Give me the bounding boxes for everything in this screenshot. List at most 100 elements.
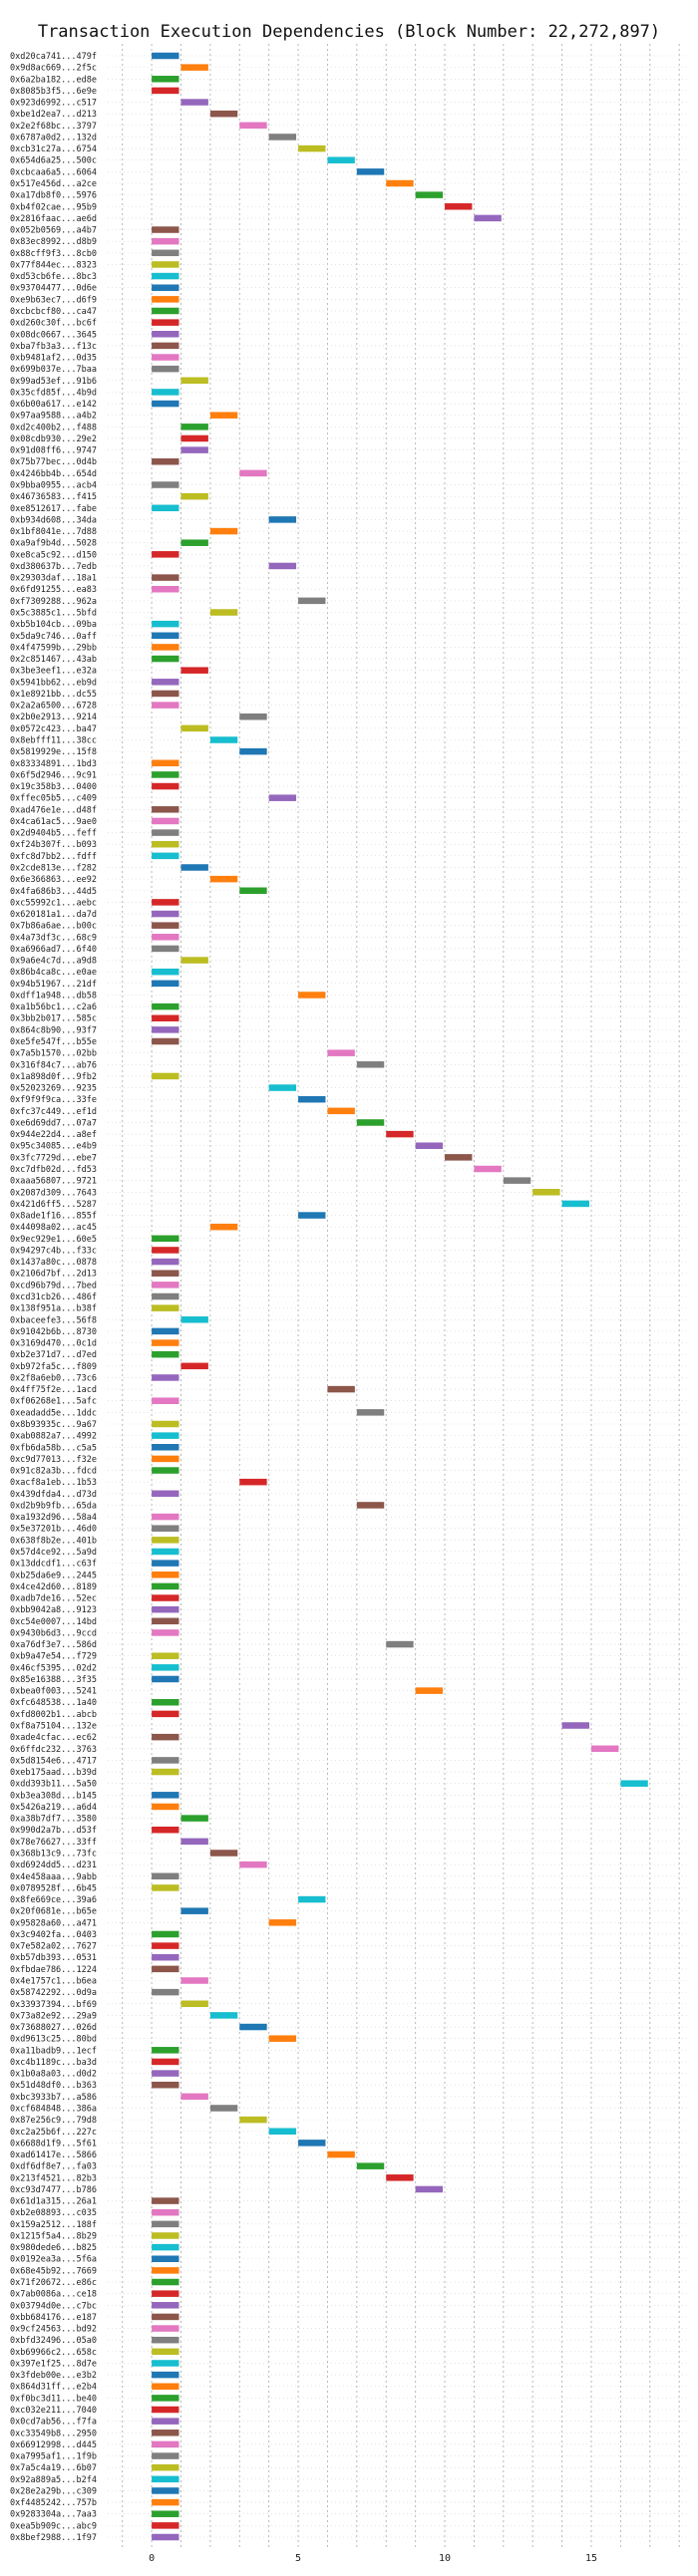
transaction-bar xyxy=(298,597,326,605)
y-tick-label: 0xb5b104cb...09ba xyxy=(10,620,97,630)
transaction-bar xyxy=(152,1792,179,1799)
transaction-bar xyxy=(239,122,267,130)
transaction-bar xyxy=(152,1965,179,1973)
y-tick-label: 0x3c9402fa...0403 xyxy=(10,1930,97,1940)
y-tick-label: 0xfd8002b1...abcb xyxy=(10,1710,97,1720)
transaction-bar xyxy=(152,2336,179,2344)
y-tick-label: 0x2a2a6500...6728 xyxy=(10,702,97,712)
y-tick-label: 0xcd31cb26...486f xyxy=(10,1292,97,1302)
y-tick-label: 0x138f951a...b38f xyxy=(10,1304,97,1314)
transaction-bar xyxy=(152,2047,179,2054)
y-tick-label: 0x28e2a29b...c309 xyxy=(10,2486,97,2496)
y-tick-label: 0xbea0f003...5241 xyxy=(10,1687,97,1697)
y-tick-label: 0x4246bb4b...654d xyxy=(10,469,97,479)
transaction-bar xyxy=(152,2452,179,2459)
transaction-bar xyxy=(209,1223,238,1231)
y-tick-label: 0xb3ea308d...b145 xyxy=(10,1791,97,1801)
x-tick-label: 0 xyxy=(149,2553,155,2564)
transaction-bars xyxy=(152,52,648,2541)
y-tick-label: 0xbb684176...e187 xyxy=(10,2313,97,2323)
y-tick-label: 0x3bb2b017...585c xyxy=(10,1014,97,1024)
y-tick-label: 0x6b00a617...e142 xyxy=(10,400,97,410)
transaction-bar xyxy=(180,446,208,453)
y-tick-label: 0x3fc7729d...ebe7 xyxy=(10,1153,97,1163)
y-tick-label: 0x2106d7bf...2d13 xyxy=(10,1270,97,1280)
y-tick-label: 0x44098a02...ac45 xyxy=(10,1223,97,1233)
y-tick-label: 0xfc37c449...ef1d xyxy=(10,1107,97,1117)
transaction-bar xyxy=(152,1698,179,1706)
transaction-bar xyxy=(152,1490,179,1498)
y-tick-label: 0x97aa9588...a4b2 xyxy=(10,412,97,422)
transaction-bar xyxy=(445,203,473,210)
transaction-bar xyxy=(152,2278,179,2286)
transaction-bar xyxy=(268,2035,297,2042)
transaction-bar xyxy=(239,2023,267,2031)
chart-title: Transaction Execution Dependencies (Bloc… xyxy=(38,22,660,42)
y-tick-label: 0xdf6df8e7...fa03 xyxy=(10,2162,97,2172)
y-tick-label: 0x88cff9f3...8cb0 xyxy=(10,249,97,259)
transaction-bar xyxy=(152,934,179,941)
transaction-bar xyxy=(327,156,355,163)
transaction-bar xyxy=(180,957,208,964)
y-tick-label: 0x9a6e4c7d...a9d8 xyxy=(10,957,97,967)
transaction-bar xyxy=(152,1026,179,1033)
transaction-bar xyxy=(152,2440,179,2448)
transaction-bar xyxy=(386,1640,414,1648)
transaction-bar xyxy=(561,1722,589,1729)
y-tick-label: 0x864c8b90...93f7 xyxy=(10,1025,97,1035)
y-tick-label: 0xe8ca5c92...d150 xyxy=(10,550,97,560)
y-tick-label: 0x944e22d4...a8ef xyxy=(10,1130,97,1140)
transaction-bar xyxy=(152,806,179,813)
y-tick-label: 0x58742292...0d9a xyxy=(10,1988,97,1998)
transaction-bar xyxy=(327,2150,355,2158)
y-tick-label: 0xd53cb6fe...8bc3 xyxy=(10,272,97,282)
transaction-bar xyxy=(298,144,326,152)
y-tick-label: 0x51d48df0...b363 xyxy=(10,2081,97,2091)
y-tick-label: 0xf7309288...962a xyxy=(10,597,97,607)
transaction-bar xyxy=(180,667,208,674)
transaction-bar xyxy=(415,191,444,198)
y-tick-label: 0x91d08ff6...9747 xyxy=(10,446,97,456)
transaction-bar xyxy=(591,1745,619,1753)
transaction-bar xyxy=(180,1316,208,1323)
y-tick-label: 0xfbdae786...1224 xyxy=(10,1965,97,1975)
transaction-bar xyxy=(152,2081,179,2089)
y-tick-label: 0xeb175aad...b39d xyxy=(10,1768,97,1778)
x-axis-tick-labels: 0 5 10 15 xyxy=(149,2553,597,2564)
transaction-bar xyxy=(180,1907,208,1914)
transaction-bar xyxy=(152,782,179,790)
y-tick-label: 0x03794d0e...c7bc xyxy=(10,2301,97,2311)
y-tick-label: 0xfc648538...1a40 xyxy=(10,1698,97,1708)
transaction-bar xyxy=(152,296,179,303)
transaction-bar xyxy=(152,1374,179,1381)
transaction-bar xyxy=(152,2243,179,2251)
y-tick-label: 0x91042b6b...8730 xyxy=(10,1327,97,1337)
y-tick-label: 0xe9b63ec7...d6f9 xyxy=(10,295,97,305)
transaction-bar xyxy=(620,1780,648,1787)
y-tick-label: 0xc93d7477...b786 xyxy=(10,2185,97,2195)
x-tick-label: 5 xyxy=(295,2553,301,2564)
y-tick-label: 0xade4cfac...ec62 xyxy=(10,1733,97,1743)
transaction-bar xyxy=(152,226,179,233)
transaction-bar xyxy=(152,2463,179,2471)
transaction-bar xyxy=(152,1953,179,1961)
y-tick-label: 0x620181a1...da7d xyxy=(10,910,97,920)
y-tick-label: 0x5941bb62...eb9d xyxy=(10,678,97,688)
transaction-bar xyxy=(152,481,179,488)
y-tick-label: 0x654d6a25...500c xyxy=(10,156,97,166)
y-tick-label: 0x0cd7ab56...f7fa xyxy=(10,2418,97,2428)
transaction-bar xyxy=(152,76,179,83)
y-tick-label: 0xd380637b...7edb xyxy=(10,562,97,572)
transaction-bar xyxy=(152,1235,179,1243)
y-tick-label: 0xc7dfb02d...fd53 xyxy=(10,1165,97,1175)
transaction-bar xyxy=(209,609,238,616)
y-tick-label: 0xd2c400b2...f488 xyxy=(10,423,97,432)
y-tick-label: 0x7a5c4a19...6b07 xyxy=(10,2463,97,2473)
y-tick-label: 0xa1932d96...58a4 xyxy=(10,1513,97,1523)
y-tick-label: 0x8b93935c...9a67 xyxy=(10,1420,97,1430)
transaction-bar xyxy=(152,585,179,593)
y-tick-label: 0xc4b1189c...ba3d xyxy=(10,2058,97,2068)
y-tick-label: 0x61d1a315...26a1 xyxy=(10,2197,97,2207)
y-tick-label: 0x99ad53ef...91b6 xyxy=(10,377,97,387)
y-tick-label: 0xe5fe547f...b55e xyxy=(10,1037,97,1047)
